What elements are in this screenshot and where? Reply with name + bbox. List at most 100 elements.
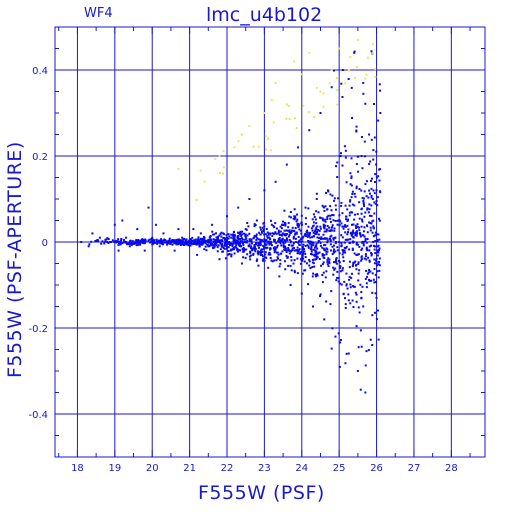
data-point	[199, 243, 202, 246]
data-point	[224, 257, 227, 260]
data-point	[301, 254, 304, 257]
data-point	[282, 232, 285, 235]
data-point	[338, 241, 341, 244]
data-point	[240, 262, 243, 265]
data-point	[302, 235, 305, 238]
y-tick-label: 0.2	[32, 152, 48, 163]
data-point	[370, 204, 373, 207]
data-point	[278, 236, 281, 239]
data-point	[360, 297, 363, 300]
data-point	[342, 293, 345, 296]
data-point	[120, 237, 123, 240]
data-points	[80, 38, 382, 394]
data-point	[351, 232, 354, 235]
data-point	[283, 260, 286, 263]
data-point	[348, 214, 351, 217]
data-point	[288, 249, 291, 252]
chart-title: lmc_u4b102	[206, 4, 323, 26]
data-point	[300, 241, 303, 244]
data-point	[284, 224, 287, 227]
data-point	[227, 253, 230, 256]
data-point	[355, 187, 358, 190]
data-point	[151, 243, 154, 246]
data-point	[307, 245, 310, 248]
data-point	[376, 264, 379, 267]
data-point	[196, 238, 199, 241]
data-point	[358, 229, 361, 232]
data-point	[347, 299, 350, 302]
data-point	[370, 196, 373, 199]
data-point	[349, 183, 352, 186]
data-point	[245, 228, 248, 231]
data-point	[227, 233, 230, 236]
data-point	[262, 244, 265, 247]
data-point	[365, 269, 368, 272]
x-tick-label: 27	[408, 463, 421, 474]
data-point	[372, 278, 375, 281]
data-point	[275, 232, 278, 235]
data-point-secondary	[293, 60, 296, 63]
data-point	[364, 391, 367, 394]
data-point	[297, 222, 300, 225]
data-point	[360, 207, 363, 210]
data-point	[313, 265, 316, 268]
data-point	[282, 241, 285, 244]
data-point	[341, 269, 344, 272]
data-point	[348, 211, 351, 214]
data-point	[321, 253, 324, 256]
data-point	[287, 226, 290, 229]
data-point	[302, 243, 305, 246]
data-point	[309, 266, 312, 269]
data-point	[230, 253, 233, 256]
data-point	[181, 243, 184, 246]
data-point	[338, 261, 341, 264]
data-point	[213, 243, 216, 246]
data-point-secondary	[356, 66, 359, 69]
data-point	[353, 204, 356, 207]
data-point	[287, 235, 290, 238]
data-point-secondary	[330, 69, 333, 71]
data-point	[341, 69, 344, 71]
data-point	[242, 246, 245, 249]
data-point	[87, 245, 90, 248]
data-point	[233, 238, 236, 241]
data-point	[329, 205, 332, 208]
data-point	[130, 243, 133, 246]
data-point	[253, 248, 256, 251]
data-point-secondary	[344, 82, 347, 85]
data-point	[220, 235, 223, 238]
data-point	[254, 250, 257, 253]
data-point	[296, 218, 299, 221]
data-point	[121, 242, 124, 245]
data-point	[177, 240, 180, 243]
data-point	[253, 225, 256, 228]
data-point	[306, 262, 309, 265]
data-point	[266, 235, 269, 238]
data-point	[259, 228, 262, 231]
data-point	[216, 246, 219, 249]
data-point	[215, 244, 218, 247]
data-point	[361, 220, 364, 223]
data-point	[285, 254, 288, 257]
data-point	[263, 241, 266, 244]
data-point	[262, 248, 265, 251]
data-point	[244, 256, 247, 259]
data-point-secondary	[336, 103, 339, 106]
data-point	[246, 221, 249, 224]
data-point	[230, 233, 233, 236]
data-point	[192, 228, 195, 231]
data-point	[181, 241, 184, 244]
data-point	[231, 234, 234, 237]
data-point	[355, 293, 358, 296]
data-point	[248, 255, 251, 258]
data-point	[213, 245, 216, 248]
data-point	[369, 226, 372, 229]
data-point	[220, 245, 223, 248]
data-point	[349, 172, 352, 175]
data-point	[234, 245, 237, 248]
data-point	[322, 206, 325, 209]
data-point	[242, 241, 245, 244]
data-point	[309, 253, 312, 256]
data-point	[283, 248, 286, 251]
data-point	[202, 235, 205, 238]
